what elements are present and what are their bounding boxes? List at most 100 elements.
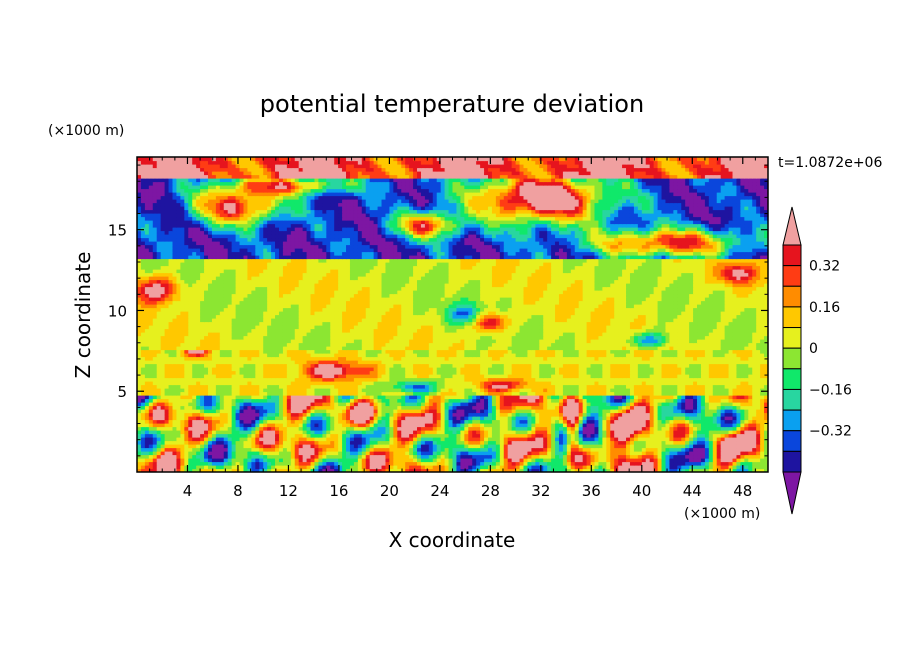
field-cell [215,461,221,466]
field-cell [547,402,552,407]
field-cell [385,451,390,456]
field-cell [405,405,410,410]
field-cell [637,423,643,428]
field-cell [176,440,181,445]
field-cell [417,444,422,449]
field-cell [436,409,442,414]
field-cell [275,451,280,456]
field-cell [740,381,745,386]
field-cell [637,377,643,382]
field-cell [140,458,146,463]
field-cell [515,433,521,438]
field-cell [271,367,276,372]
field-cell [346,412,351,417]
field-cell [476,423,481,428]
field-cell [547,384,552,389]
field-cell [259,423,264,428]
field-cell [610,367,615,372]
field-cell [393,430,398,435]
field-cell [424,440,430,445]
field-cell [681,454,686,459]
field-cell [137,444,142,449]
field-cell [196,433,201,438]
field-cell [409,395,414,400]
field-cell [428,388,434,393]
field-cell [207,367,213,372]
field-cell [290,377,296,382]
field-cell [223,370,229,375]
field-cell [144,388,150,393]
field-cell [322,465,327,470]
field-cell [144,468,150,472]
field-cell [728,416,734,421]
field-cell [570,433,576,438]
field-cell [314,363,320,368]
field-cell [204,426,209,431]
field-cell [669,363,674,368]
field-cell [259,433,264,438]
field-cell [196,440,201,445]
field-cell [657,416,663,421]
field-cell [487,402,493,407]
field-cell [594,395,600,400]
field-cell [184,447,189,452]
field-cell [164,367,170,372]
field-cell [558,377,564,382]
field-cell [235,360,241,365]
field-cell [389,381,394,386]
field-cell [436,363,442,368]
field-cell [653,430,659,435]
field-cell [543,377,548,382]
field-cell [633,398,639,403]
field-cell [633,461,639,466]
field-cell [681,423,686,428]
field-cell [405,374,410,379]
field-cell [507,377,513,382]
field-cell [665,381,670,386]
field-cell [764,437,768,442]
field-cell [511,377,517,382]
field-cell [424,465,430,470]
field-cell [708,423,714,428]
field-cell [744,444,749,449]
field-cell [310,416,316,421]
field-cell [720,468,726,472]
field-cell [385,402,390,407]
field-cell [523,388,529,393]
field-cell [172,402,178,407]
field-cell [708,391,714,396]
field-cell [523,454,529,459]
field-cell [622,412,627,417]
field-cell [708,426,714,431]
field-cell [661,405,667,410]
field-cell [290,454,296,459]
field-cell [539,465,544,470]
field-cell [732,367,738,372]
field-cell [704,391,710,396]
field-cell [535,412,540,417]
field-cell [468,363,473,368]
field-cell [681,381,686,386]
field-cell [464,423,469,428]
field-cell [681,461,686,466]
field-cell [420,419,426,424]
field-cell [645,388,651,393]
field-cell [286,402,292,407]
field-cell [491,416,497,421]
field-cell [373,412,379,417]
field-cell [491,367,497,372]
field-cell [322,447,327,452]
field-cell [255,412,260,417]
field-cell [397,374,402,379]
field-cell [566,447,572,452]
field-cell [164,447,170,452]
field-cell [752,363,757,368]
field-cell [558,426,564,431]
field-cell [558,412,564,417]
field-cell [140,367,146,372]
field-cell [444,370,450,375]
field-cell [184,360,189,365]
field-cell [468,433,473,438]
field-cell [626,395,631,400]
field-cell [645,454,651,459]
